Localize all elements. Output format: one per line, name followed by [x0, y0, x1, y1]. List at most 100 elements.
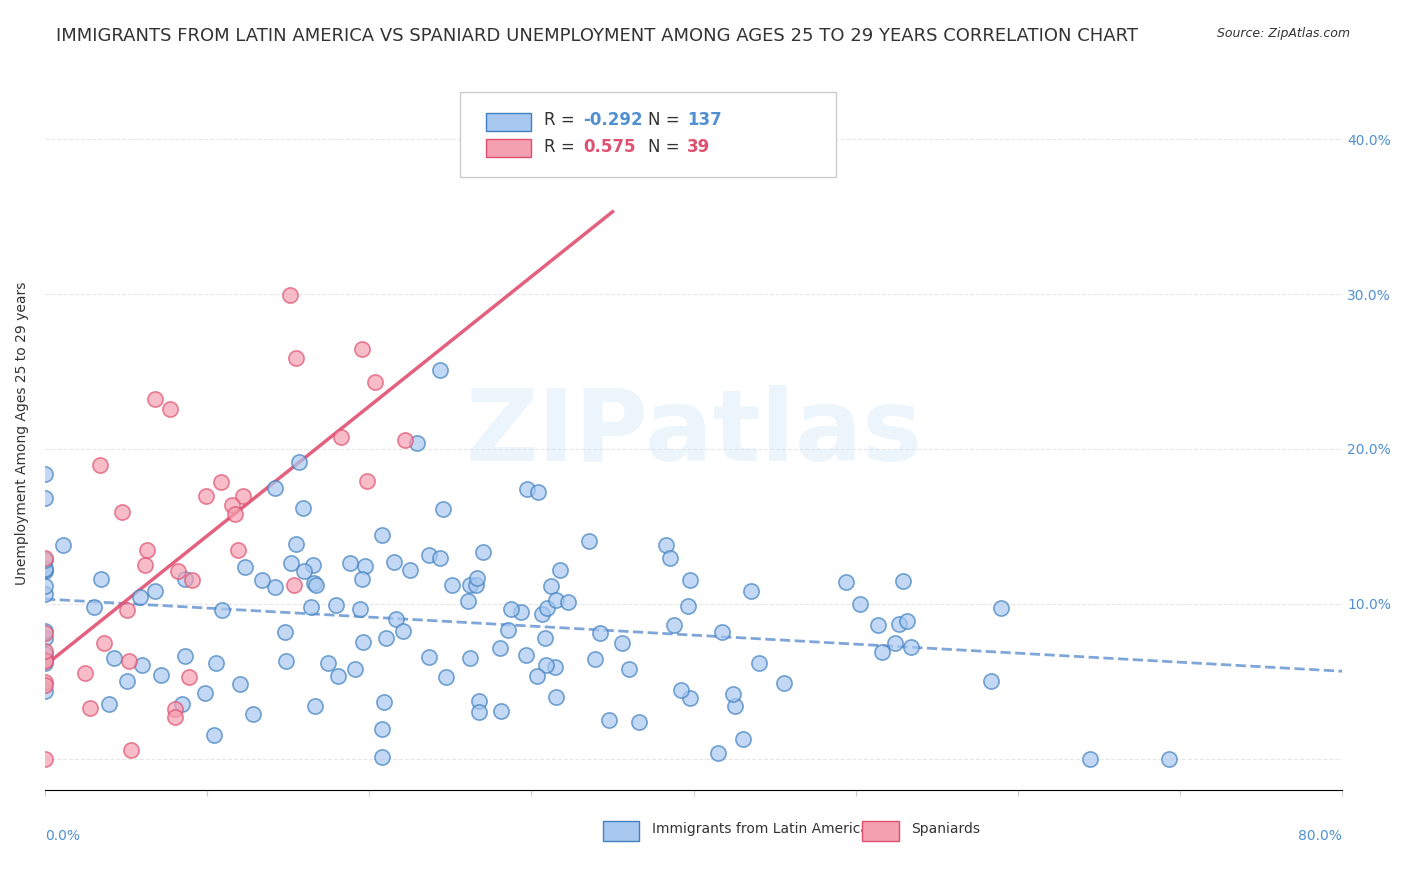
Point: [773, 675, 796, 690]
Text: ZIPatlas: ZIPatlas: [465, 385, 922, 482]
Point: [496, 623, 519, 637]
Text: -0.292: -0.292: [583, 112, 643, 129]
Point: [706, 746, 728, 760]
Point: [610, 636, 633, 650]
Point: [75, 666, 97, 681]
Point: [325, 598, 347, 612]
Point: [276, 654, 298, 668]
Point: [34, 565, 56, 579]
Point: [868, 618, 890, 632]
Text: R =: R =: [544, 112, 581, 129]
Point: [349, 602, 371, 616]
Point: [34, 562, 56, 576]
Point: [724, 698, 747, 713]
Point: [373, 695, 395, 709]
Point: [664, 618, 686, 632]
Point: [93, 636, 115, 650]
Point: [418, 549, 440, 563]
Point: [143, 392, 166, 406]
Point: [163, 701, 186, 715]
Point: [598, 714, 620, 728]
Point: [617, 662, 640, 676]
Point: [721, 687, 744, 701]
Point: [516, 483, 538, 497]
Text: Spaniards: Spaniards: [911, 822, 980, 837]
Point: [352, 635, 374, 649]
Point: [34, 683, 56, 698]
Point: [232, 489, 254, 503]
Point: [468, 705, 491, 719]
Point: [278, 287, 301, 301]
Point: [889, 617, 911, 632]
FancyBboxPatch shape: [862, 821, 898, 841]
Point: [242, 707, 264, 722]
Point: [120, 743, 142, 757]
Point: [733, 732, 755, 747]
Point: [202, 728, 225, 742]
Point: [34, 552, 56, 566]
Point: [34, 653, 56, 667]
Point: [34, 491, 56, 505]
Point: [679, 573, 702, 587]
Point: [1159, 751, 1181, 765]
Point: [52, 538, 75, 552]
Point: [884, 636, 907, 650]
Point: [489, 641, 512, 656]
Text: IMMIGRANTS FROM LATIN AMERICA VS SPANIARD UNEMPLOYMENT AMONG AGES 25 TO 29 YEARS: IMMIGRANTS FROM LATIN AMERICA VS SPANIAR…: [56, 27, 1139, 45]
Point: [209, 475, 232, 489]
Point: [548, 564, 571, 578]
Point: [264, 580, 287, 594]
Point: [316, 656, 339, 670]
Point: [510, 605, 533, 619]
Point: [536, 658, 558, 673]
Point: [900, 640, 922, 654]
FancyBboxPatch shape: [486, 139, 531, 157]
Point: [326, 668, 349, 682]
Point: [371, 750, 394, 764]
Point: [578, 533, 600, 548]
Point: [440, 578, 463, 592]
Point: [364, 375, 387, 389]
Point: [34, 631, 56, 645]
Point: [1078, 751, 1101, 765]
Point: [292, 564, 315, 578]
Point: [352, 342, 374, 356]
Point: [34, 652, 56, 666]
Point: [34, 656, 56, 670]
Point: [679, 691, 702, 706]
Point: [79, 701, 101, 715]
Point: [34, 467, 56, 481]
Point: [134, 558, 156, 572]
Point: [90, 572, 112, 586]
Point: [740, 583, 762, 598]
Point: [371, 528, 394, 542]
Point: [194, 686, 217, 700]
Point: [235, 560, 257, 574]
Point: [526, 669, 548, 683]
Point: [221, 498, 243, 512]
Text: 39: 39: [688, 137, 710, 155]
Point: [671, 683, 693, 698]
Point: [849, 597, 872, 611]
FancyBboxPatch shape: [486, 113, 531, 131]
Point: [136, 543, 159, 558]
Point: [302, 558, 325, 573]
Point: [375, 632, 398, 646]
Point: [167, 564, 190, 578]
Point: [34, 625, 56, 640]
Point: [464, 578, 486, 592]
Point: [748, 657, 770, 671]
Text: 0.0%: 0.0%: [45, 829, 80, 843]
Text: Immigrants from Latin America: Immigrants from Latin America: [652, 822, 869, 837]
Point: [283, 578, 305, 592]
Point: [436, 670, 458, 684]
Point: [34, 751, 56, 765]
Point: [534, 632, 557, 646]
Point: [181, 574, 204, 588]
Point: [305, 578, 328, 592]
FancyBboxPatch shape: [460, 92, 837, 178]
Point: [224, 508, 246, 522]
Point: [194, 489, 217, 503]
Point: [89, 458, 111, 473]
Point: [544, 690, 567, 704]
